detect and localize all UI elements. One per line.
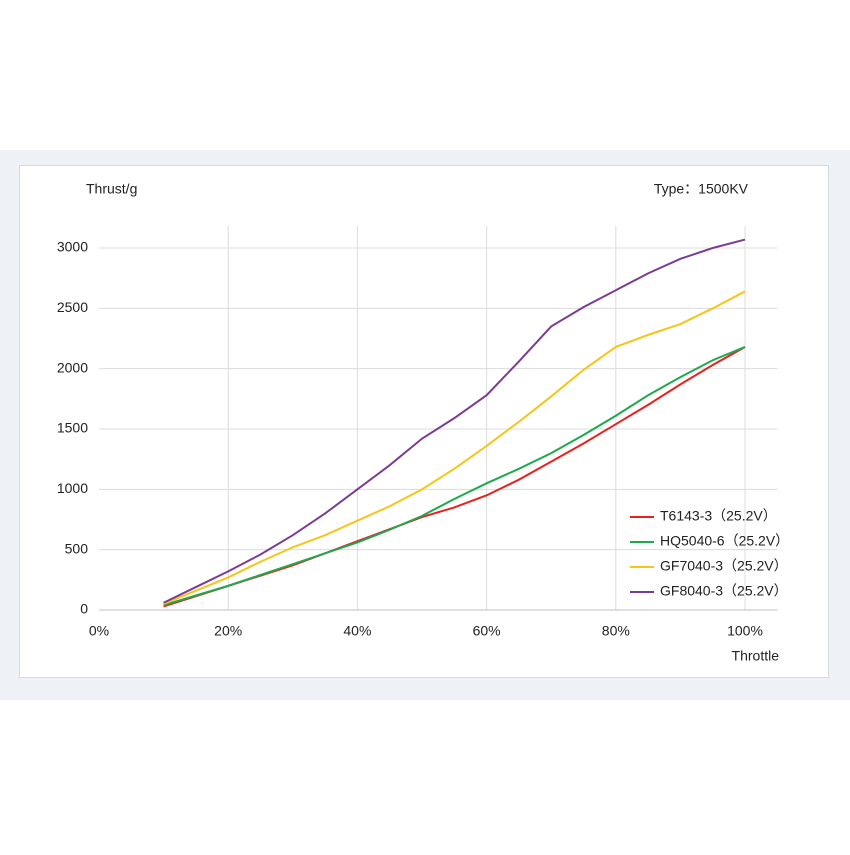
x-tick-label: 100%: [727, 623, 763, 639]
x-tick-label: 60%: [473, 623, 501, 639]
legend-label: HQ5040-6（25.2V）: [660, 533, 789, 549]
legend-label: T6143-3（25.2V）: [660, 508, 777, 524]
y-tick-label: 500: [65, 540, 89, 556]
series-line: [163, 290, 746, 605]
panel: [19, 165, 829, 678]
y-tick-label: 0: [80, 601, 88, 617]
legend-label: GF8040-3（25.2V）: [660, 583, 788, 599]
y-tick-label: 1000: [57, 480, 88, 496]
annotation: Type：1500KV: [654, 181, 749, 197]
y-axis-label: Thrust/g: [86, 181, 137, 197]
y-tick-label: 2500: [57, 299, 88, 315]
series-line: [163, 346, 746, 607]
y-tick-label: 1500: [57, 420, 88, 436]
y-tick-label: 2000: [57, 359, 88, 375]
series-line: [163, 238, 746, 604]
x-tick-label: 0%: [89, 623, 109, 639]
x-tick-label: 20%: [214, 623, 242, 639]
y-tick-label: 3000: [57, 239, 88, 255]
x-tick-label: 40%: [343, 623, 371, 639]
x-axis-label: Throttle: [732, 648, 780, 664]
legend-label: GF7040-3（25.2V）: [660, 558, 788, 574]
x-tick-label: 80%: [602, 623, 630, 639]
